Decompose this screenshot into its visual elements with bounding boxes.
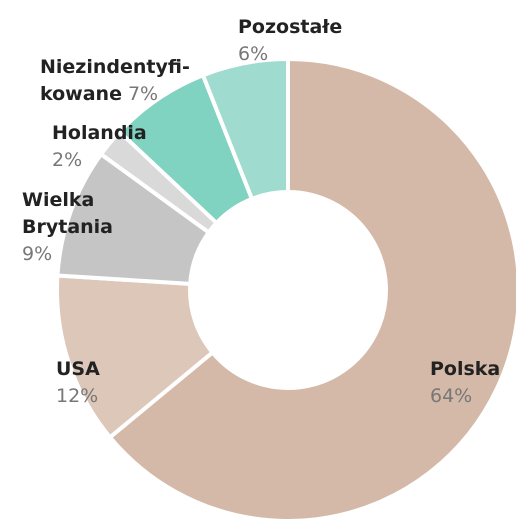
category-label: Pozostałe [238,16,343,38]
segment-label: Holandia 2% [52,120,182,174]
donut-segment [200,57,290,201]
category-label: USA [56,358,100,380]
segment-label: Niezindentyfi- kowane 7% [40,54,212,108]
value-label: 6% [238,43,269,65]
category-label: Polska [430,358,501,380]
value-label: 9% [22,243,53,265]
segment-label: Wielka Brytania 9% [22,187,142,268]
category-label: Holandia [52,122,147,144]
segment-label: Pozostałe 6% [238,14,368,68]
donut-segment [108,57,516,519]
value-label: 7% [127,83,159,105]
donut-segment [55,273,215,440]
value-label: 64% [430,385,473,407]
value-label: 12% [56,385,99,407]
segment-label: Polska 64% [430,356,516,410]
value-label: 2% [52,149,83,171]
category-label: Niezindentyfi- kowane [40,56,190,105]
category-label: Wielka Brytania [22,189,114,238]
segment-label: USA 12% [56,356,136,410]
